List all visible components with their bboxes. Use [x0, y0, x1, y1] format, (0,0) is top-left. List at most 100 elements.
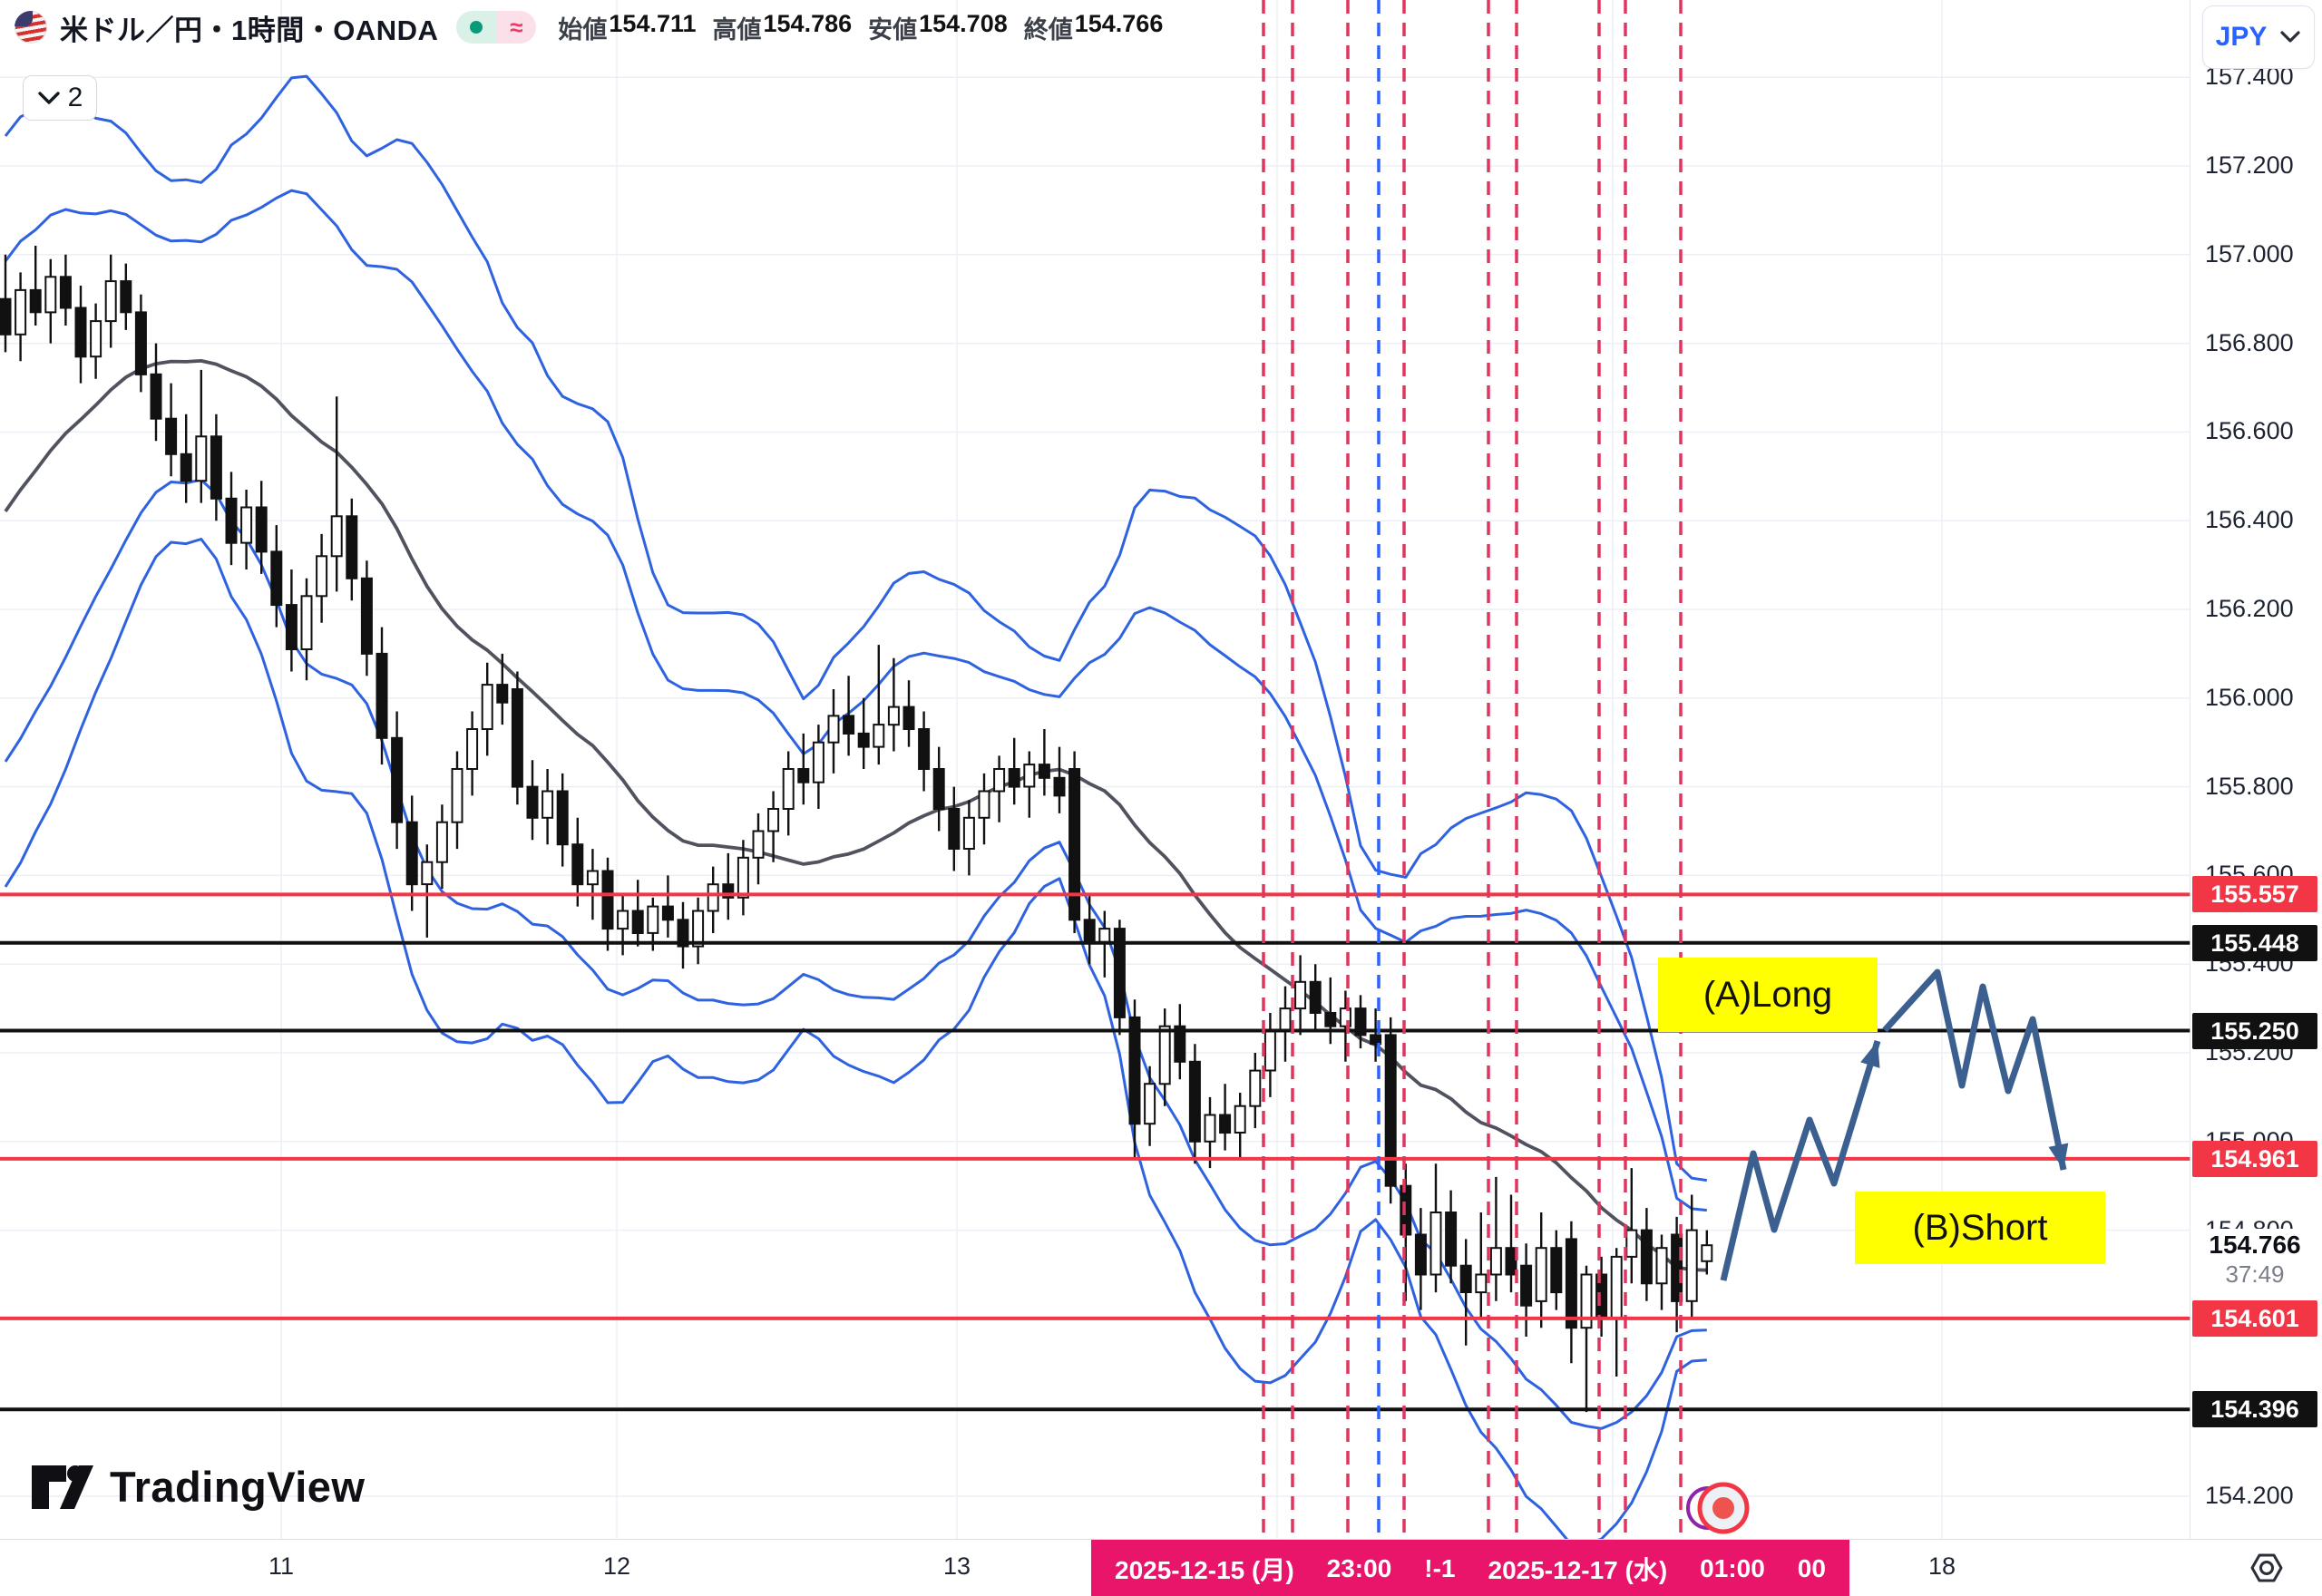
candle-up: [1263, 1029, 1276, 1072]
bollinger-band-line: [4, 358, 1707, 1272]
candle-down: [631, 910, 644, 934]
bollinger-band-line: [4, 478, 1707, 1430]
tradingview-mark-icon: [32, 1465, 93, 1509]
candle-up: [195, 435, 208, 482]
price-axis-tick: 155.800: [2205, 772, 2294, 800]
tradingview-logo[interactable]: TradingView: [30, 1462, 366, 1512]
bollinger-band-line: [4, 74, 1708, 1182]
candle-up: [481, 684, 493, 730]
candle-down: [1038, 764, 1050, 779]
chevron-down-icon: [2280, 31, 2300, 43]
currency-selector-button[interactable]: JPY: [2202, 5, 2315, 69]
candle-down: [1354, 1007, 1367, 1036]
short-annotation-label[interactable]: (B)Short: [1855, 1192, 2105, 1264]
candle-up: [782, 768, 795, 810]
price-axis-tick: 156.800: [2205, 328, 2294, 356]
candle-up: [104, 280, 117, 323]
time-axis[interactable]: 11 12 13 18 2025-12-15 (月) 23:00 !-1 2025-12-17…: [0, 1539, 2322, 1596]
session-highlight-segment: !-1: [1424, 1553, 1456, 1582]
open-label: 始値: [558, 15, 608, 44]
session-highlight-segment: 2025-12-15 (月): [1115, 1555, 1294, 1584]
candle-up: [707, 883, 719, 912]
price-axis-tick: 157.200: [2205, 151, 2294, 179]
candle-up: [541, 790, 554, 819]
candle-up: [647, 905, 659, 934]
candle-down: [1370, 1034, 1382, 1046]
market-status-pill[interactable]: ≈: [456, 11, 537, 44]
candle-up: [1580, 1273, 1593, 1329]
session-highlight-label: 2025-12-15 (月) 23:00 !-1 2025-12-17 (水) 01:0…: [1091, 1540, 1849, 1596]
bollinger-band-line: [4, 538, 1707, 1546]
candle-up: [767, 808, 780, 832]
candle-down: [1550, 1247, 1563, 1294]
candle-up: [617, 910, 629, 930]
symbol-title[interactable]: 米ドル／円・1時間・OANDA: [60, 14, 439, 46]
projection-zigzag-arrow[interactable]: [1882, 968, 2067, 1171]
candle-down: [225, 497, 238, 544]
bollinger-band-line: [4, 189, 1707, 1212]
candle-up: [44, 276, 57, 314]
candle-down: [1384, 1034, 1397, 1187]
high-value: 154.786: [763, 9, 853, 37]
candle-down: [1400, 1184, 1412, 1236]
candle-down: [74, 307, 87, 358]
price-axis[interactable]: 157.400 157.200 157.000 156.800 156.600 156.4…: [2190, 0, 2322, 1539]
candle-down: [210, 435, 222, 500]
candle-up: [737, 856, 749, 899]
candle-down: [134, 311, 147, 375]
time-axis-label: 11: [268, 1552, 295, 1580]
candle-up: [1204, 1114, 1216, 1143]
price-level-label: 155.448: [2192, 924, 2317, 961]
candle-down: [150, 373, 162, 420]
candle-up: [90, 320, 102, 358]
candle-down: [165, 417, 178, 455]
price-level-label: 155.557: [2192, 876, 2317, 913]
price-level-label: 154.961: [2192, 1140, 2317, 1177]
candle-down: [391, 736, 404, 823]
candle-up: [330, 515, 343, 558]
current-price-label: 154.766: [2192, 1229, 2317, 1262]
low-value: 154.708: [919, 9, 1008, 37]
bars-count-label: 2: [67, 83, 83, 112]
candle-up: [1535, 1247, 1547, 1302]
candle-down: [1414, 1233, 1427, 1276]
price-axis-tick: 154.200: [2205, 1482, 2294, 1509]
candle-down: [526, 785, 539, 819]
bars-count-button[interactable]: 2: [23, 75, 97, 121]
candle-up: [1279, 1007, 1292, 1032]
session-highlight-segment: 2025-12-17 (水): [1488, 1555, 1668, 1584]
time-axis-label: 13: [942, 1552, 971, 1580]
candle-up: [1610, 1255, 1623, 1320]
long-annotation-label[interactable]: (A)Long: [1658, 958, 1878, 1032]
candle-down: [857, 732, 870, 748]
price-axis-tick: 156.000: [2205, 683, 2294, 711]
price-axis-tick: 156.400: [2205, 506, 2294, 534]
arrowhead-icon: [2048, 1143, 2069, 1170]
candle-up: [300, 595, 313, 650]
price-axis-tick: 156.600: [2205, 417, 2294, 445]
candle-up: [1701, 1244, 1713, 1262]
candle-up: [812, 741, 824, 783]
price-level-label: 155.250: [2192, 1012, 2317, 1049]
candle-down: [601, 870, 614, 930]
candle-up: [962, 816, 975, 850]
candle-up: [466, 728, 479, 770]
candle-down: [1174, 1025, 1186, 1063]
candle-down: [496, 684, 509, 704]
candle-up: [1158, 1025, 1171, 1085]
candle-up: [1489, 1247, 1502, 1276]
price-level-label: 154.601: [2192, 1299, 2317, 1337]
time-axis-label: 18: [1927, 1552, 1956, 1580]
candle-up: [1098, 928, 1111, 943]
candle-down: [346, 515, 358, 579]
candle-up: [692, 910, 705, 948]
settings-gear-icon[interactable]: [2248, 1549, 2286, 1587]
candle-up: [1655, 1247, 1668, 1285]
candle-down: [932, 768, 945, 810]
projection-zigzag-arrow[interactable]: [1720, 1039, 1881, 1281]
candle-down: [270, 550, 283, 607]
time-axis-label: 12: [602, 1552, 631, 1580]
candle-down: [1188, 1060, 1201, 1143]
